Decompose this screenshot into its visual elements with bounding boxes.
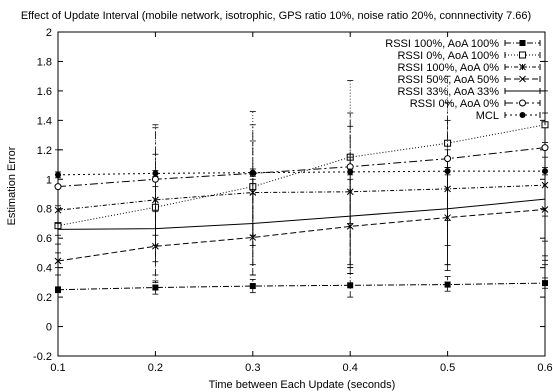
data-point <box>152 170 159 177</box>
series-line <box>57 147 546 188</box>
chart-title: Effect of Update Interval (mobile networ… <box>21 10 531 22</box>
data-point <box>54 183 62 191</box>
data-point <box>55 171 61 178</box>
series-line <box>57 184 546 211</box>
y-tick-label: 1.6 <box>37 86 52 98</box>
series-6 <box>55 167 548 179</box>
y-tick-label: 1.8 <box>37 56 52 68</box>
x-tick-label: 0.2 <box>148 362 163 374</box>
y-tick-label: 0.2 <box>37 292 52 304</box>
legend-label: RSSI 50%, AoA 50% <box>397 74 499 86</box>
x-tick-label: 0.6 <box>537 362 552 374</box>
data-point <box>54 257 62 265</box>
data-point <box>249 169 256 176</box>
y-tick-label: 1.4 <box>37 115 52 127</box>
legend-marker <box>519 112 526 118</box>
data-point <box>347 168 354 175</box>
legend-label: RSSI 33%, AoA 33% <box>397 86 499 98</box>
series-line <box>57 282 546 291</box>
legend-marker <box>519 40 526 46</box>
x-axis-label: Time between Each Update (seconds) <box>209 379 396 391</box>
plot-area: -0.2 0 0.2 0.4 0.6 0.8 1 1.2 1.4 1.6 1.8 2 0.1 0.2 0.3… <box>33 27 553 374</box>
series-line <box>57 124 546 227</box>
series-4 <box>55 142 548 269</box>
y-tick-label: 2 <box>46 27 52 39</box>
data-point <box>541 144 549 152</box>
series-line <box>57 198 546 230</box>
legend-marker <box>519 75 526 83</box>
y-tick-label: 1.2 <box>37 145 52 157</box>
legend: RSSI 100%, AoA 100%RSSI 0%, AoA 100%RSSI… <box>385 38 541 122</box>
data-point <box>55 286 61 293</box>
data-point <box>249 283 256 290</box>
legend-marker <box>519 99 526 107</box>
legend-marker <box>519 51 526 59</box>
x-tick-label: 0.3 <box>245 362 260 374</box>
data-point <box>542 280 548 287</box>
legend-label: RSSI 100%, AoA 100% <box>385 38 499 50</box>
x-tick-label: 0.4 <box>343 362 358 374</box>
series-2 <box>54 112 549 266</box>
legend-label: RSSI 100%, AoA 0% <box>397 62 499 74</box>
data-point <box>444 281 451 288</box>
series-3 <box>54 156 549 276</box>
y-tick-label: 0.8 <box>37 204 52 216</box>
series-0 <box>55 273 548 298</box>
series-line <box>57 170 545 176</box>
y-tick-label: 0.6 <box>37 233 52 245</box>
y-tick-label: 0.4 <box>37 263 52 275</box>
legend-label: RSSI 0%, AoA 0% <box>410 98 499 110</box>
data-point <box>444 155 452 163</box>
series-line <box>57 208 546 262</box>
legend-label: RSSI 0%, AoA 100% <box>397 50 499 62</box>
data-point <box>542 168 548 175</box>
data-point <box>152 284 159 291</box>
y-tick-label: 1 <box>46 174 52 186</box>
y-axis-label: Estimation Error <box>6 146 18 225</box>
x-tick-label: 0.1 <box>50 362 65 374</box>
y-tick-label: 0 <box>46 322 52 334</box>
y-tick-label: -0.2 <box>33 351 52 363</box>
data-point <box>347 282 354 289</box>
series-5 <box>54 90 549 236</box>
data-point <box>444 168 451 175</box>
x-tick-label: 0.5 <box>440 362 455 374</box>
legend-label: MCL <box>476 110 499 122</box>
legend-marker <box>519 63 526 71</box>
data-point <box>151 175 159 183</box>
